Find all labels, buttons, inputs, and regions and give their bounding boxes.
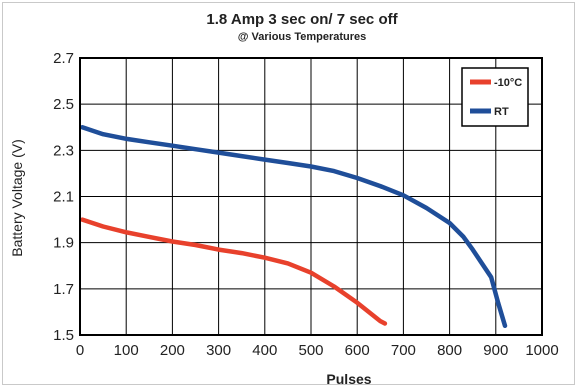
x-tick-label: 400: [252, 342, 277, 359]
x-tick-label: 700: [391, 342, 416, 359]
legend-entry-cold-label: -10°C: [494, 77, 522, 89]
x-tick-label: 900: [483, 342, 508, 359]
legend-entry-room-temp-label: RT: [494, 106, 509, 118]
x-tick-label: 800: [437, 342, 462, 359]
y-tick-label: 2.3: [53, 142, 74, 159]
chart-subtitle: @ Various Temperatures: [238, 31, 367, 43]
series-line-cold: [80, 217, 388, 326]
x-tick-label: 200: [160, 342, 185, 359]
y-tick-label: 1.5: [53, 327, 74, 344]
x-tick-labels: 0 100 200 300 400 500 600 700 800 900 1000: [76, 342, 559, 359]
chart-title: 1.8 Amp 3 sec on/ 7 sec off: [206, 11, 398, 28]
chart-frame: [2, 2, 575, 385]
legend-box: [461, 67, 529, 127]
x-tick-label: 500: [298, 342, 323, 359]
x-tick-label: 0: [76, 342, 84, 359]
y-tick-label: 2.7: [53, 50, 74, 67]
x-axis-label: Pulses: [326, 371, 371, 387]
x-tick-label: 600: [345, 342, 370, 359]
y-tick-label: 1.9: [53, 235, 74, 252]
y-tick-label: 1.7: [53, 281, 74, 298]
series-lines: [80, 125, 508, 329]
legend: -10°C RT: [461, 67, 529, 127]
y-tick-label: 2.5: [53, 96, 74, 113]
y-axis-label: Battery Voltage (V): [9, 139, 25, 257]
series-line-room-temp: [80, 125, 508, 329]
x-tick-label: 300: [206, 342, 231, 359]
plot-area-border: [79, 57, 543, 336]
x-tick-label: 1000: [525, 342, 558, 359]
x-tick-label: 100: [114, 342, 139, 359]
y-tick-label: 2.1: [53, 189, 74, 206]
y-tick-labels: 1.5 1.7 1.9 2.1 2.3 2.5 2.7: [53, 50, 74, 344]
